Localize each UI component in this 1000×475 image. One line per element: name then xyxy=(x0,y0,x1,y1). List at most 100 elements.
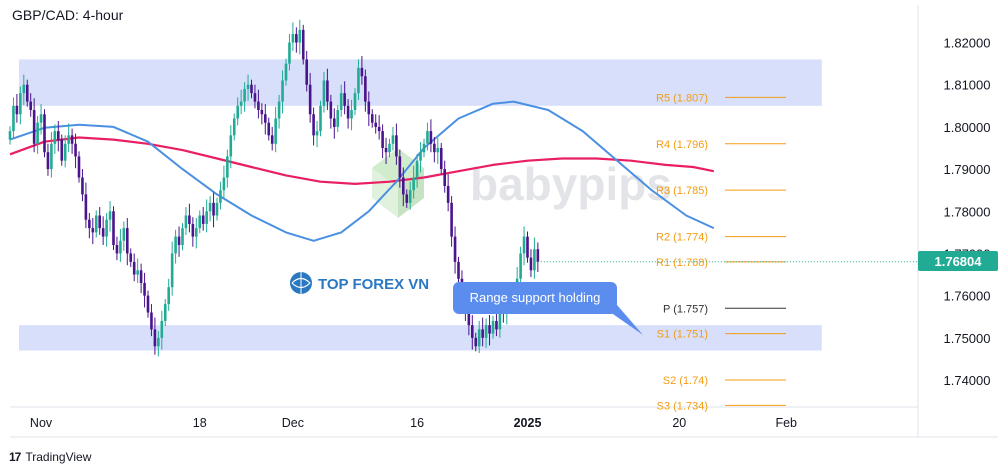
ma-fast-path xyxy=(9,100,715,242)
x-axis[interactable]: Nov 18 Dec 16 2025 20 Feb xyxy=(30,416,797,430)
candle-body xyxy=(322,80,326,106)
candle-body xyxy=(333,118,336,127)
candle-body xyxy=(126,228,129,254)
candle-body xyxy=(408,190,412,203)
candle-body xyxy=(457,261,460,279)
candle-body xyxy=(398,156,402,178)
x-tick-label: Nov xyxy=(30,416,53,430)
pivot-label: R2 (1.774) xyxy=(656,232,708,244)
candle-body xyxy=(312,114,315,136)
pivot-label: R1 (1.768) xyxy=(656,257,708,269)
candle-body xyxy=(364,76,367,102)
x-tick-label: 18 xyxy=(193,416,207,430)
tradingview-footer[interactable]: 17 TradingView xyxy=(9,450,91,464)
x-tick-label: 2025 xyxy=(514,416,542,430)
candle-body xyxy=(439,147,443,170)
candle-body xyxy=(277,101,281,119)
candle-body xyxy=(395,135,398,157)
candle-body xyxy=(370,114,374,123)
candle-body xyxy=(12,105,15,132)
candle-body xyxy=(91,228,95,233)
x-tick-label: 20 xyxy=(672,416,686,430)
candle-body xyxy=(384,147,388,153)
candles xyxy=(8,19,918,357)
x-tick-label: Feb xyxy=(775,416,797,430)
ma-fast-line xyxy=(9,100,715,242)
candle-body xyxy=(46,152,50,170)
pivot-levels: R5 (1.807) R4 (1.796) R3 (1.785) R2 (1.774)… xyxy=(656,92,786,412)
callout-text: Range support holding xyxy=(470,290,601,305)
candle-body xyxy=(239,101,243,106)
candle-body xyxy=(226,156,229,178)
candle-body xyxy=(415,160,419,178)
candle-body xyxy=(232,118,236,136)
candle-body xyxy=(229,135,233,157)
candle-body xyxy=(270,135,274,144)
candle-body xyxy=(391,135,395,144)
candle-body xyxy=(488,325,491,334)
candle-body xyxy=(101,228,105,237)
x-tick-label: Dec xyxy=(282,416,304,430)
candle-body xyxy=(136,270,139,275)
candle-body xyxy=(343,93,346,106)
candle-body xyxy=(422,143,426,153)
candle-body xyxy=(477,329,481,347)
candle-body xyxy=(208,202,212,212)
y-tick-label: 1.80000 xyxy=(944,120,991,135)
candle-body xyxy=(132,261,136,275)
candle-body xyxy=(495,320,498,330)
top-forex-logo: TOP FOREX VN xyxy=(290,272,429,294)
candle-body xyxy=(50,143,53,170)
candle-body xyxy=(243,88,246,102)
tradingview-logo-icon: 17 xyxy=(9,450,21,464)
candle-body xyxy=(150,312,153,330)
candle-body xyxy=(481,329,484,338)
zones xyxy=(19,59,822,351)
candle-body xyxy=(119,240,122,254)
candle-body xyxy=(198,215,202,229)
candle-body xyxy=(526,236,529,258)
candle-body xyxy=(357,67,360,94)
candle-body xyxy=(108,211,112,220)
babypips-wordmark: babypips xyxy=(470,158,672,210)
candle-body xyxy=(122,228,126,241)
grid xyxy=(10,5,998,438)
candle-body xyxy=(205,211,208,224)
candle-body xyxy=(412,177,415,191)
pivot-label: R4 (1.796) xyxy=(656,139,708,151)
candle-body xyxy=(295,34,298,43)
candle-body xyxy=(60,139,64,161)
candle-body xyxy=(305,59,308,85)
candle-body xyxy=(253,93,257,102)
x-tick-label: 16 xyxy=(410,416,424,430)
y-axis[interactable]: 1.820001.810001.800001.790001.780001.770… xyxy=(944,36,991,388)
y-tick-label: 1.74000 xyxy=(944,373,991,388)
candle-body xyxy=(174,236,177,254)
candle-body xyxy=(146,295,150,313)
resistance-zone xyxy=(19,59,822,106)
candle-body xyxy=(139,270,143,283)
y-tick-label: 1.79000 xyxy=(944,162,991,177)
y-tick-label: 1.75000 xyxy=(944,331,991,346)
top-forex-text: TOP FOREX VN xyxy=(318,276,429,293)
candle-body xyxy=(260,110,264,115)
candle-body xyxy=(381,131,384,148)
last-price-tag: 1.76804 xyxy=(918,251,998,271)
candle-body xyxy=(522,236,526,254)
candle-body xyxy=(19,93,22,115)
candle-body xyxy=(301,29,305,60)
candle-body xyxy=(436,147,440,153)
candle-body xyxy=(195,228,198,237)
candle-body xyxy=(388,143,391,153)
candle-body xyxy=(67,135,70,144)
candle-body xyxy=(81,177,84,195)
candle-body xyxy=(170,253,174,288)
pivot-label: R5 (1.807) xyxy=(656,92,708,104)
candle-body xyxy=(167,287,170,305)
pivot-label: P (1.757) xyxy=(663,303,708,315)
candle-body xyxy=(367,101,371,115)
candle-body xyxy=(219,190,222,203)
candle-body xyxy=(284,63,288,81)
candle-body xyxy=(160,320,164,338)
